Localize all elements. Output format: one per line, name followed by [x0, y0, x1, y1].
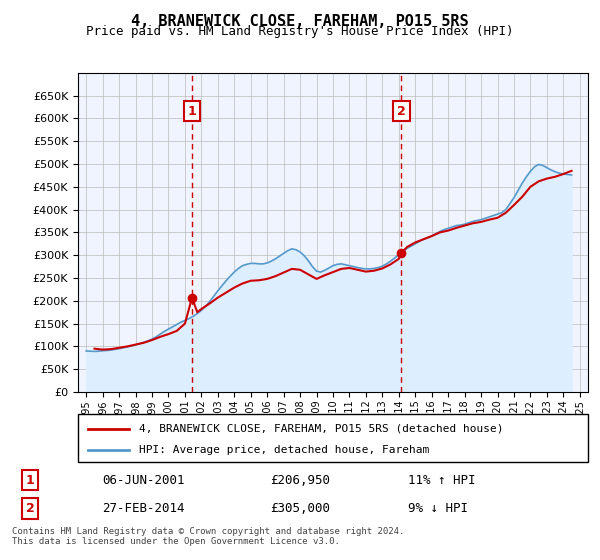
Text: 27-FEB-2014: 27-FEB-2014 — [102, 502, 185, 515]
Text: Contains HM Land Registry data © Crown copyright and database right 2024.
This d: Contains HM Land Registry data © Crown c… — [12, 526, 404, 546]
Text: £206,950: £206,950 — [270, 474, 330, 487]
Text: Price paid vs. HM Land Registry's House Price Index (HPI): Price paid vs. HM Land Registry's House … — [86, 25, 514, 38]
FancyBboxPatch shape — [78, 414, 588, 462]
Text: 4, BRANEWICK CLOSE, FAREHAM, PO15 5RS (detached house): 4, BRANEWICK CLOSE, FAREHAM, PO15 5RS (d… — [139, 424, 504, 433]
Text: 9% ↓ HPI: 9% ↓ HPI — [408, 502, 468, 515]
Text: 2: 2 — [26, 502, 34, 515]
Text: 4, BRANEWICK CLOSE, FAREHAM, PO15 5RS: 4, BRANEWICK CLOSE, FAREHAM, PO15 5RS — [131, 14, 469, 29]
Text: 11% ↑ HPI: 11% ↑ HPI — [408, 474, 476, 487]
Text: 06-JUN-2001: 06-JUN-2001 — [102, 474, 185, 487]
Text: 1: 1 — [188, 105, 196, 118]
Text: HPI: Average price, detached house, Fareham: HPI: Average price, detached house, Fare… — [139, 445, 430, 455]
Text: 1: 1 — [26, 474, 34, 487]
Text: £305,000: £305,000 — [270, 502, 330, 515]
Text: 2: 2 — [397, 105, 406, 118]
